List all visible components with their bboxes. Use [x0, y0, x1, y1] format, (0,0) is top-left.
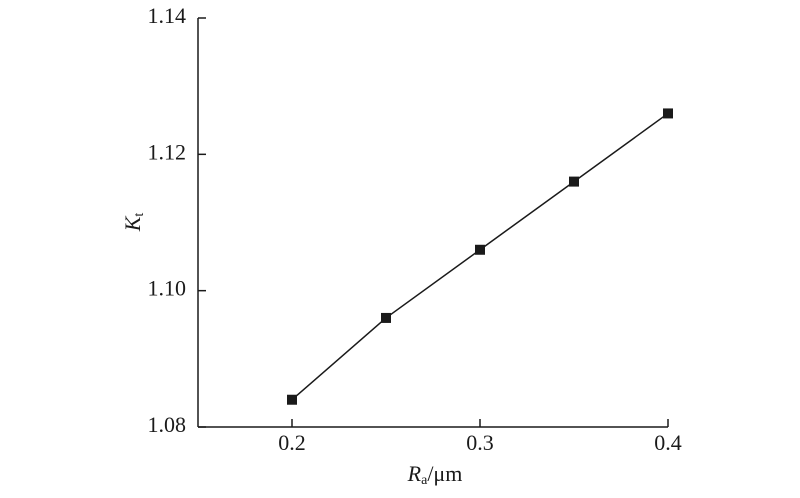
- x-tick-label: 0.4: [654, 430, 682, 455]
- point-marker: [663, 108, 673, 119]
- x-label-unit: /μm: [427, 461, 462, 486]
- point-marker: [287, 394, 297, 405]
- y-tick-label: 1.12: [148, 139, 187, 164]
- y-label-subscript: t: [132, 213, 147, 217]
- y-axis-label: Kt: [120, 213, 147, 233]
- series-line: [291, 112, 669, 401]
- x-tick-label: 0.3: [466, 430, 494, 455]
- y-label-symbol: K: [120, 215, 145, 232]
- point-marker: [381, 312, 391, 323]
- y-tick-label: 1.14: [148, 3, 187, 28]
- x-axis-label: Ra/μm: [407, 461, 463, 488]
- y-tick-label: 1.08: [148, 412, 187, 437]
- x-label-symbol: R: [407, 461, 422, 486]
- y-tick-label: 1.10: [148, 276, 187, 301]
- x-tick-label: 0.2: [278, 430, 306, 455]
- x-label-subscript: a: [421, 473, 428, 488]
- point-marker: [475, 244, 485, 255]
- point-marker: [569, 176, 579, 187]
